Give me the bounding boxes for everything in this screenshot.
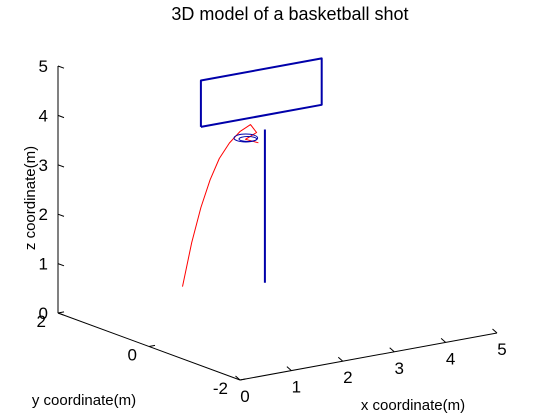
- x-tick-label: 3: [394, 359, 403, 378]
- x-tick: [389, 347, 395, 353]
- x-tick: [492, 328, 498, 334]
- z-tick-label: 0: [39, 304, 48, 323]
- y-tick-label: 0: [128, 346, 137, 365]
- ball-trajectory-line: [182, 124, 259, 287]
- x-tick: [337, 356, 344, 362]
- z-tick: [57, 164, 65, 168]
- rim-ellipse: [233, 133, 259, 143]
- z-tick-label: 3: [39, 156, 48, 175]
- z-tick: [57, 114, 65, 119]
- x-tick-label: 4: [446, 349, 455, 368]
- x-tick-label: 1: [292, 378, 301, 397]
- x-tick-label: 2: [343, 368, 352, 387]
- chart-title: 3D model of a basketball shot: [171, 4, 408, 24]
- z-tick-label: 5: [39, 57, 48, 76]
- y-tick: [57, 311, 65, 314]
- y-tick: [148, 344, 156, 347]
- z-tick-label: 1: [39, 255, 48, 274]
- x-tick-label: 5: [497, 340, 506, 359]
- z-tick: [57, 213, 65, 217]
- z-axis-label: z coordinate(m): [22, 146, 39, 250]
- axis-ticks: [57, 65, 498, 381]
- z-tick-label: 2: [39, 205, 48, 224]
- z-tick-label: 4: [39, 106, 48, 125]
- z-tick: [57, 263, 65, 267]
- backboard-line: [199, 57, 323, 128]
- x-tick: [440, 338, 446, 343]
- y-tick-label: -2: [213, 379, 228, 398]
- y-tick: [239, 378, 247, 381]
- z-tick: [57, 65, 65, 69]
- x-tick: [235, 375, 241, 381]
- x-axis-line: [239, 332, 498, 381]
- rim-ellipse-inner: [238, 136, 258, 143]
- x-tick-label: 0: [240, 387, 249, 406]
- x-axis-label: x coordinate(m): [361, 397, 465, 414]
- y-axis-label: y coordinate(m): [32, 392, 136, 409]
- x-tick: [286, 366, 292, 371]
- z-tick: [57, 312, 65, 316]
- series-layer: [182, 57, 323, 287]
- y-tick-label: 2: [37, 312, 46, 331]
